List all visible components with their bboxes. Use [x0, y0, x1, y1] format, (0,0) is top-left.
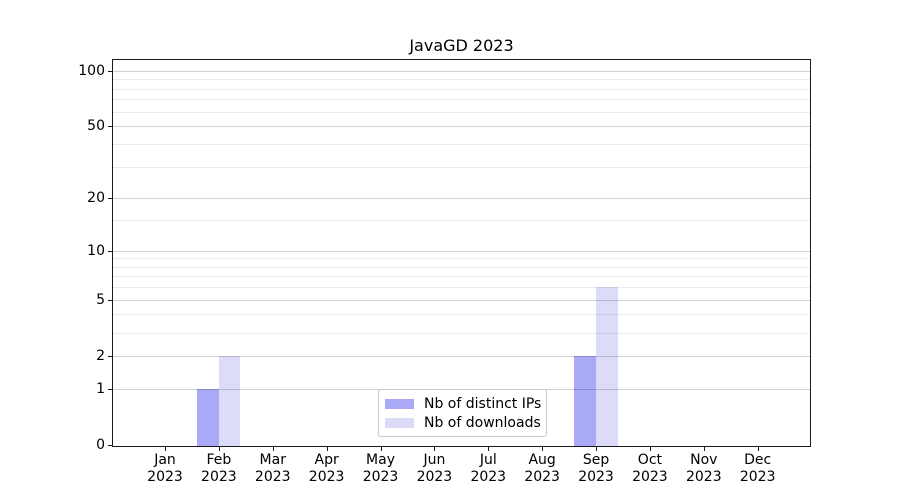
y-tick-label-20: 20	[87, 190, 105, 207]
gridline-50	[113, 126, 810, 128]
chart-title: JavaGD 2023	[409, 36, 514, 55]
gridline-4	[113, 314, 810, 316]
gridline-9	[113, 258, 810, 260]
x-tick-label-oct: Oct 2023	[632, 452, 668, 485]
y-tick-mark-50	[108, 126, 112, 128]
x-tick-mark-dec	[757, 447, 759, 451]
y-tick-label-1: 1	[96, 380, 105, 397]
x-tick-label-may: May 2023	[362, 452, 399, 485]
gridline-2	[113, 355, 810, 357]
y-tick-label-50: 50	[87, 118, 105, 135]
gridline-20	[113, 198, 810, 200]
y-tick-mark-0	[108, 445, 112, 446]
gridline-10	[113, 250, 810, 252]
y-tick-label-5: 5	[96, 291, 105, 308]
x-tick-label-aug: Aug 2023	[524, 452, 560, 485]
gridline-60	[113, 111, 810, 113]
legend-item-downloads: Nb of downloads	[385, 413, 541, 432]
gridline-7	[113, 276, 810, 278]
legend-swatch-downloads	[385, 417, 414, 428]
legend-label-distinct-ips: Nb of distinct IPs	[424, 395, 542, 412]
x-tick-mark-jun	[434, 447, 436, 451]
x-tick-label-jun: Jun 2023	[416, 452, 453, 485]
y-tick-mark-5	[108, 299, 112, 301]
gridline-100	[113, 70, 810, 72]
gridline-70	[113, 99, 810, 101]
y-tick-label-10: 10	[87, 242, 105, 259]
x-tick-label-sep: Sep 2023	[578, 452, 614, 485]
x-tick-mark-feb	[218, 447, 220, 451]
gridline-15	[113, 220, 810, 222]
gridline-5	[113, 299, 810, 301]
gridline-3	[113, 332, 810, 334]
y-tick-mark-20	[108, 198, 112, 200]
x-tick-label-mar: Mar 2023	[254, 452, 291, 485]
x-tick-mark-aug	[542, 447, 544, 451]
x-tick-label-nov: Nov 2023	[685, 452, 722, 485]
x-tick-label-jan: Jan 2023	[147, 452, 183, 485]
y-tick-label-100: 100	[78, 62, 105, 79]
gridline-30	[113, 166, 810, 168]
x-tick-label-jul: Jul 2023	[470, 452, 507, 485]
legend-item-distinct-ips: Nb of distinct IPs	[385, 394, 542, 413]
x-tick-label-dec: Dec 2023	[739, 452, 776, 485]
gridline-80	[113, 88, 810, 90]
gridlines-layer	[113, 60, 810, 446]
gridline-6	[113, 287, 810, 289]
legend-label-downloads: Nb of downloads	[424, 414, 541, 431]
y-tick-label-0: 0	[96, 437, 105, 453]
gridline-8	[113, 266, 810, 268]
y-tick-mark-1	[108, 388, 112, 390]
gridline-40	[113, 143, 810, 145]
x-tick-mark-jul	[488, 447, 490, 451]
bar-feb-distinct-ips	[197, 388, 219, 446]
y-tick-mark-2	[108, 355, 112, 357]
x-tick-label-feb: Feb 2023	[201, 452, 237, 485]
x-tick-mark-sep	[596, 447, 598, 451]
plot-area	[112, 59, 811, 447]
x-tick-mark-nov	[703, 447, 705, 451]
y-tick-label-2: 2	[96, 347, 105, 364]
x-tick-mark-jan	[165, 447, 166, 451]
x-tick-label-apr: Apr 2023	[308, 452, 345, 485]
bar-sep-downloads	[596, 287, 618, 446]
bar-sep-distinct-ips	[574, 355, 597, 446]
x-tick-mark-apr	[326, 447, 328, 451]
x-tick-mark-oct	[649, 447, 651, 451]
legend-swatch-distinct-ips	[385, 398, 414, 409]
gridline-90	[113, 79, 810, 81]
x-tick-mark-may	[380, 447, 382, 451]
x-tick-mark-mar	[272, 447, 274, 451]
bar-feb-downloads	[218, 355, 241, 446]
y-tick-mark-10	[108, 250, 112, 252]
y-tick-mark-100	[108, 70, 112, 72]
bars-layer	[113, 60, 810, 446]
legend: Nb of distinct IPs Nb of downloads	[378, 389, 547, 437]
